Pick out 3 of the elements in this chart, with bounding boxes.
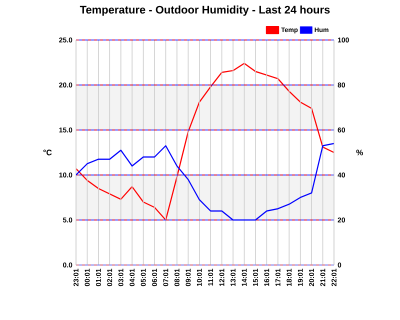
y-axis-title: °C bbox=[43, 150, 52, 156]
y2-axis-title: % bbox=[356, 150, 363, 156]
chart-title: Temperature - Outdoor Humidity - Last 24 hours bbox=[80, 6, 330, 16]
